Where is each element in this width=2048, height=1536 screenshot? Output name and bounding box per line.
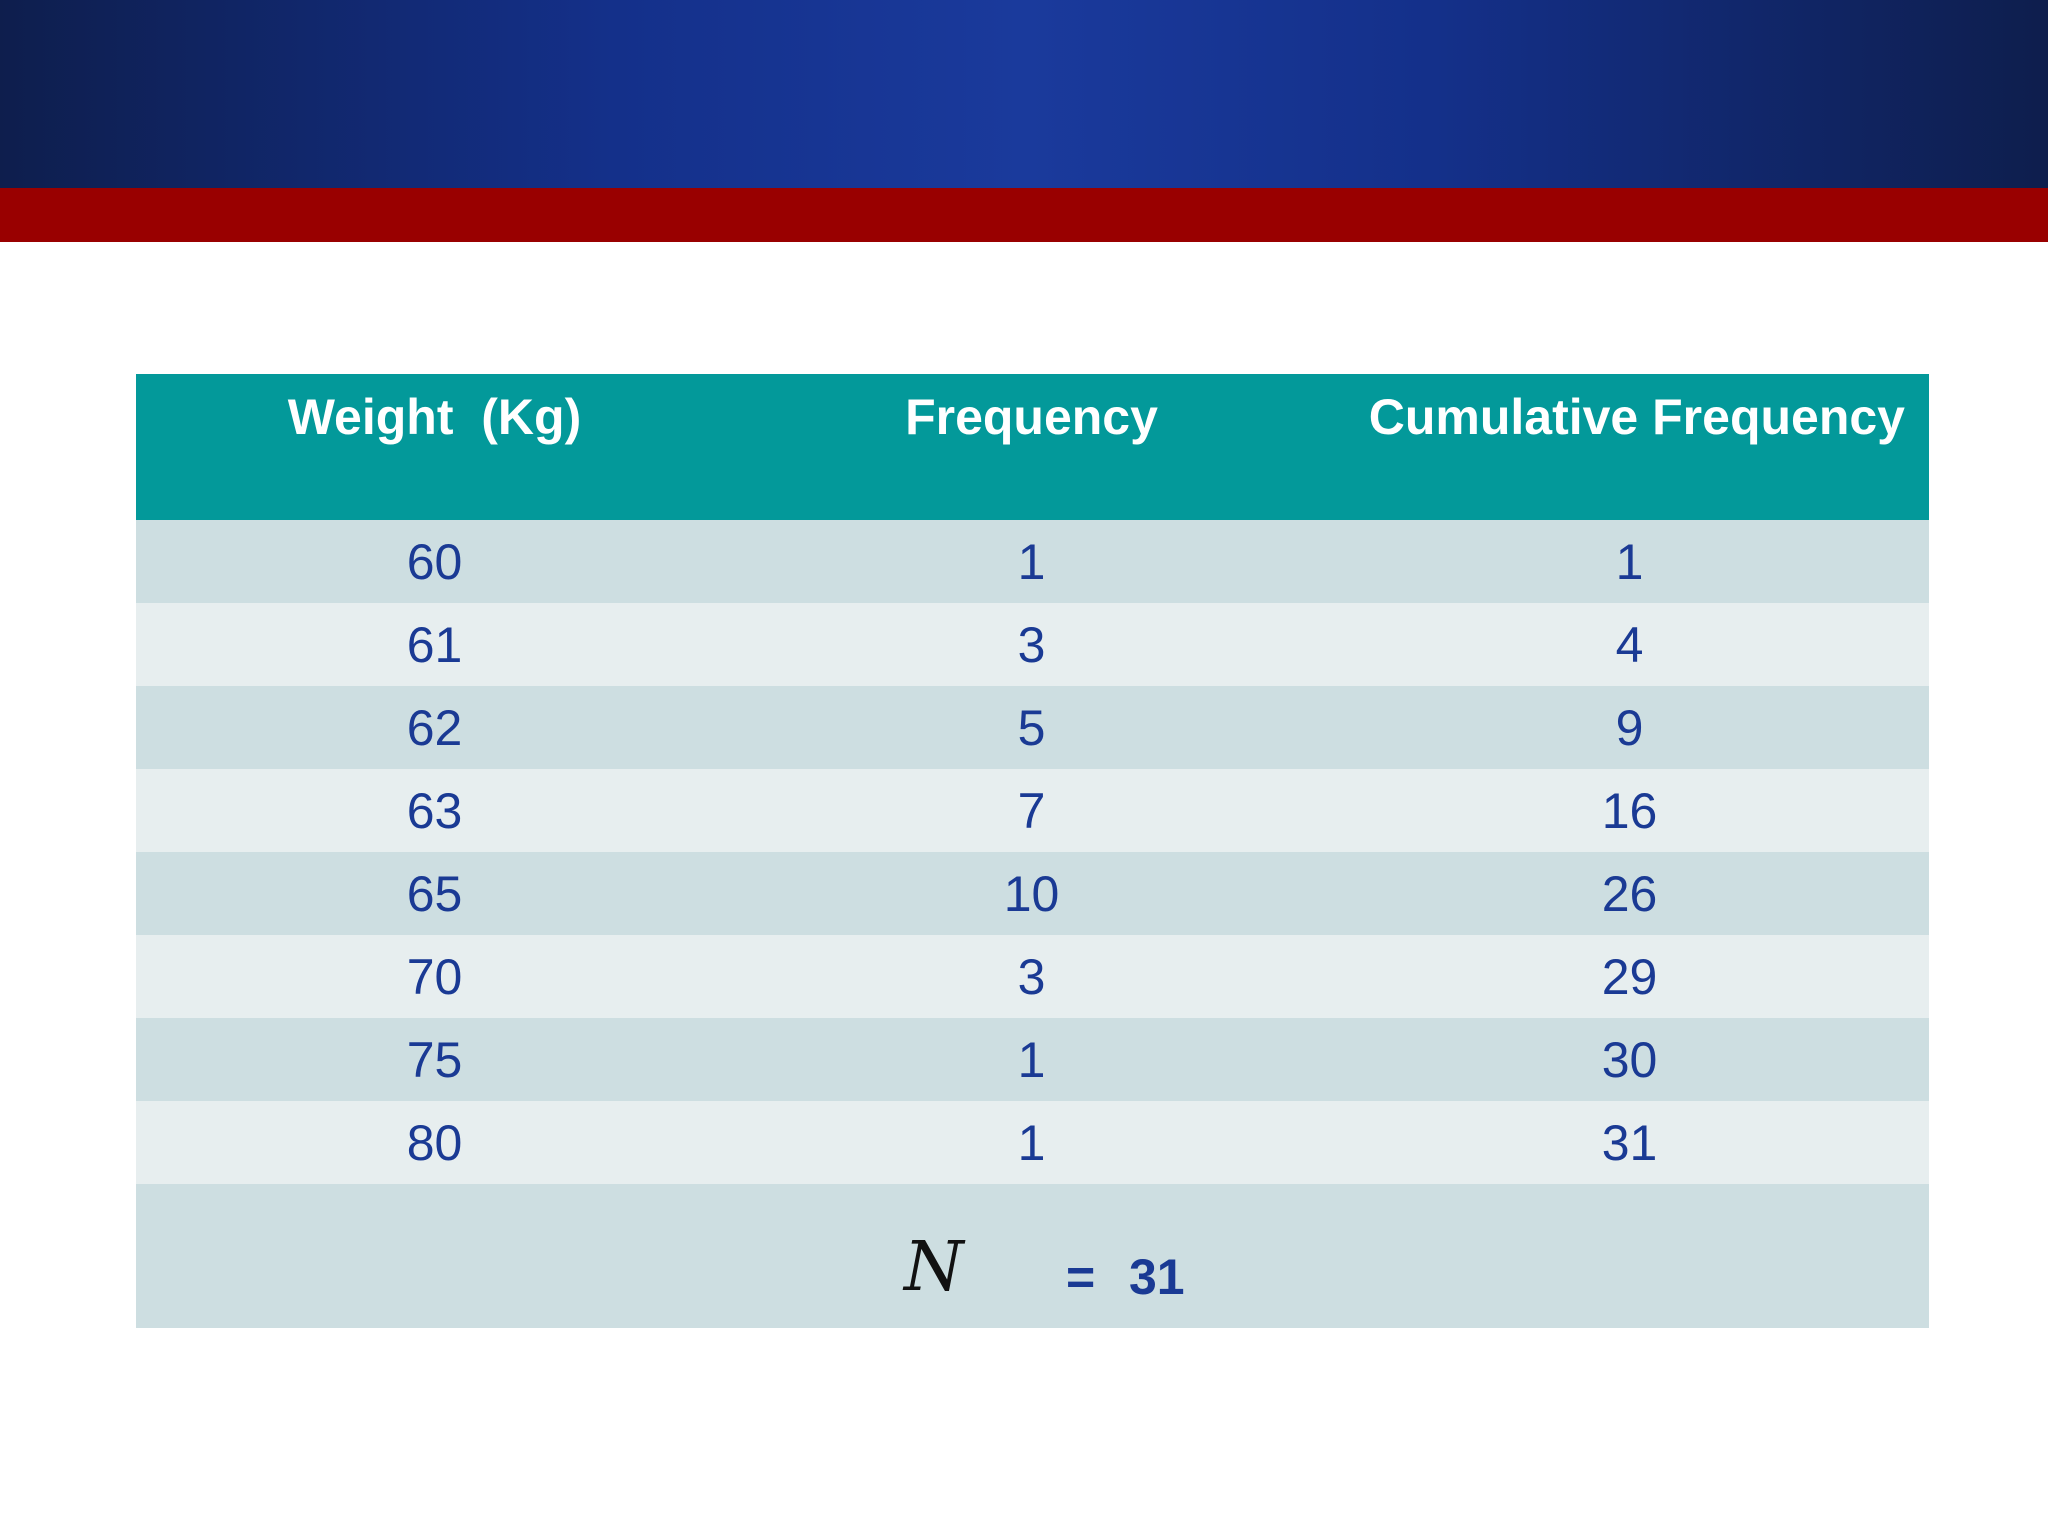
equals-sign: = — [1066, 1249, 1096, 1305]
frequency-cell: 3 — [733, 603, 1330, 686]
weight-cell: 75 — [136, 1018, 733, 1101]
frequency-cell: 1 — [733, 1018, 1330, 1101]
table-header-row: Weight (Kg) Frequency Cumulative Frequen… — [136, 374, 1929, 520]
red-stripe — [0, 188, 2048, 242]
weight-cell: 62 — [136, 686, 733, 769]
top-banner — [0, 0, 2048, 188]
weight-cell: 70 — [136, 935, 733, 1018]
total-expression: N = 31 — [136, 1184, 1929, 1328]
cumulative-frequency-cell: 16 — [1330, 769, 1929, 852]
frequency-table: Weight (Kg) Frequency Cumulative Frequen… — [136, 374, 1929, 1328]
table-row: 80 1 31 — [136, 1101, 1929, 1184]
table-row: 63 7 16 — [136, 769, 1929, 852]
table-row: 65 10 26 — [136, 852, 1929, 935]
header-frequency: Frequency — [733, 374, 1330, 520]
total-cell: N = 31 — [136, 1184, 1929, 1328]
total-row: N = 31 — [136, 1184, 1929, 1328]
n-symbol: N — [904, 1228, 964, 1307]
table-row: 70 3 29 — [136, 935, 1929, 1018]
total-value: 31 — [1129, 1249, 1185, 1305]
frequency-cell: 1 — [733, 520, 1330, 603]
frequency-cell: 5 — [733, 686, 1330, 769]
table-row: 61 3 4 — [136, 603, 1929, 686]
cumulative-frequency-cell: 31 — [1330, 1101, 1929, 1184]
cumulative-frequency-cell: 26 — [1330, 852, 1929, 935]
weight-cell: 65 — [136, 852, 733, 935]
weight-cell: 61 — [136, 603, 733, 686]
weight-cell: 80 — [136, 1101, 733, 1184]
header-weight: Weight (Kg) — [136, 374, 733, 520]
frequency-cell: 3 — [733, 935, 1330, 1018]
weight-cell: 63 — [136, 769, 733, 852]
table-row: 62 5 9 — [136, 686, 1929, 769]
header-cumulative-frequency: Cumulative Frequency — [1330, 374, 1929, 520]
weight-cell: 60 — [136, 520, 733, 603]
frequency-cell: 1 — [733, 1101, 1330, 1184]
cumulative-frequency-cell: 29 — [1330, 935, 1929, 1018]
cumulative-frequency-cell: 9 — [1330, 686, 1929, 769]
cumulative-frequency-cell: 30 — [1330, 1018, 1929, 1101]
table-row: 75 1 30 — [136, 1018, 1929, 1101]
frequency-cell: 10 — [733, 852, 1330, 935]
cumulative-frequency-cell: 4 — [1330, 603, 1929, 686]
table-row: 60 1 1 — [136, 520, 1929, 603]
cumulative-frequency-cell: 1 — [1330, 520, 1929, 603]
frequency-cell: 7 — [733, 769, 1330, 852]
